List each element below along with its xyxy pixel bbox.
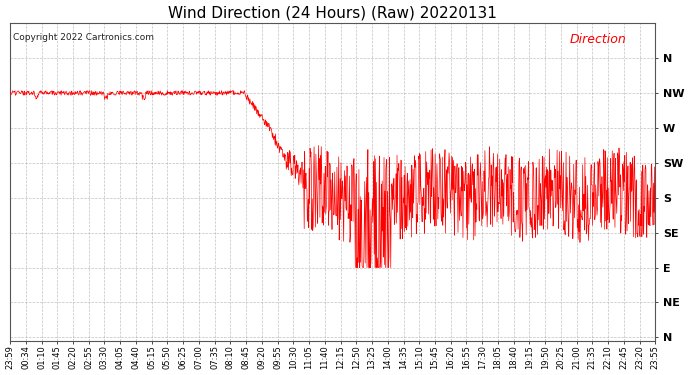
Text: Direction: Direction (569, 33, 627, 46)
Title: Wind Direction (24 Hours) (Raw) 20220131: Wind Direction (24 Hours) (Raw) 20220131 (168, 6, 497, 21)
Text: Copyright 2022 Cartronics.com: Copyright 2022 Cartronics.com (13, 33, 155, 42)
